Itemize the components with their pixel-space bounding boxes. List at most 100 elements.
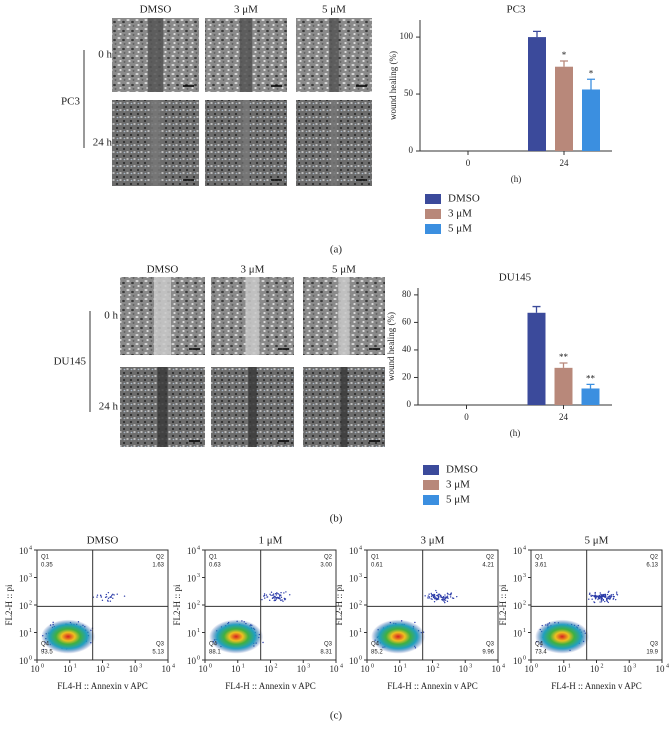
event-dot (274, 599, 277, 602)
event-dot (449, 596, 452, 598)
plot-title: 3 μM (421, 535, 445, 547)
event-dot (104, 596, 107, 599)
wound-gap (340, 367, 348, 447)
event-dot (594, 591, 596, 594)
x-tick-base: 10 (264, 664, 274, 674)
panel-caption: (b) (330, 513, 343, 525)
event-dot (447, 597, 449, 599)
x-tick-base: 10 (426, 664, 436, 674)
x-tick-exponent: 2 (275, 663, 278, 669)
event-dot (608, 596, 611, 598)
panel-caption: (c) (330, 710, 343, 722)
quadrant-name: Q3 (324, 642, 333, 648)
event-dot (594, 594, 597, 597)
y-tick-exponent: 0 (359, 655, 362, 661)
panel-caption: (a) (330, 244, 343, 256)
row-label: 0 h (104, 310, 118, 322)
significance: ** (559, 352, 569, 362)
wound-gap (239, 18, 253, 92)
event-dot (606, 599, 608, 602)
legend-label: 5 μM (446, 494, 470, 506)
y-tick-exponent: 4 (523, 545, 526, 551)
event-dot (284, 599, 286, 601)
event-dot (414, 621, 416, 624)
event-dot (110, 595, 112, 598)
x-tick-exponent: 3 (469, 663, 472, 669)
x-tick-base: 10 (557, 664, 567, 674)
event-dot (613, 595, 615, 598)
event-dot (265, 594, 268, 596)
x-tick-base: 10 (590, 664, 600, 674)
quadrant-value: 1.63 (152, 563, 164, 569)
event-dot (262, 641, 264, 644)
quadrant-name: Q2 (324, 555, 333, 561)
event-dot (452, 597, 455, 600)
density-core (41, 619, 96, 654)
y-tick-label: 50 (404, 88, 414, 98)
legend-swatch (423, 465, 439, 475)
event-dot (434, 596, 436, 599)
event-dot (598, 597, 601, 600)
event-dot (279, 598, 281, 600)
event-dot (276, 596, 279, 599)
bar (581, 388, 600, 405)
event-dot (437, 595, 439, 597)
bar (554, 367, 573, 405)
chart-title: DU145 (499, 272, 532, 284)
event-dot (602, 594, 605, 596)
quadrant-value: 9.96 (482, 650, 494, 656)
event-dot (604, 600, 606, 603)
event-dot (112, 597, 114, 600)
y-tick-exponent: 3 (197, 573, 200, 579)
event-dot (427, 595, 429, 597)
x-tick-exponent: 0 (371, 663, 374, 669)
event-dot (111, 594, 113, 597)
legend-label: 3 μM (448, 208, 472, 220)
density-core (371, 619, 426, 654)
bar (555, 66, 573, 151)
quadrant-name: Q1 (41, 555, 50, 561)
x-tick-base: 10 (623, 664, 633, 674)
event-dot (597, 595, 599, 597)
quadrant-value: 6.13 (646, 563, 658, 569)
legend-swatch (423, 495, 439, 505)
event-dot (99, 594, 102, 597)
event-dot (607, 601, 610, 604)
event-dot (270, 594, 272, 597)
event-dot (107, 591, 110, 594)
event-dot (593, 595, 595, 597)
x-tick-base: 10 (525, 664, 535, 674)
event-dot (112, 593, 114, 596)
event-dot (276, 592, 278, 594)
event-dot (615, 591, 618, 593)
event-dot (272, 593, 275, 595)
event-dot (107, 597, 110, 600)
x-tick-base: 10 (129, 664, 139, 674)
quadrant-name: Q1 (371, 555, 380, 561)
x-tick-label: 24 (560, 158, 570, 168)
event-dot (431, 595, 433, 598)
y-tick-label: 100 (400, 31, 414, 41)
x-axis-label: FL4-H :: Annexin v APC (387, 681, 478, 691)
x-tick-label: 24 (559, 412, 569, 422)
event-dot (277, 593, 280, 595)
event-dot (593, 601, 595, 603)
x-axis-label: (h) (510, 428, 521, 438)
event-dot (600, 601, 603, 603)
event-dot (266, 596, 269, 598)
event-dot (609, 597, 611, 600)
column-label: 5 μM (322, 4, 346, 16)
y-tick-base: 10 (19, 574, 29, 584)
wound-gap (242, 100, 250, 186)
quadrant-value: 88.1 (209, 650, 221, 656)
quadrant-value: 19.9 (646, 650, 658, 656)
event-dot (600, 596, 602, 599)
event-dot (283, 592, 285, 594)
wound-gap (147, 18, 164, 92)
y-tick-base: 10 (187, 546, 197, 556)
event-dot (280, 596, 283, 598)
quadrant-value: 93.5 (41, 650, 53, 656)
error-bar (533, 30, 541, 38)
y-tick-exponent: 1 (523, 628, 526, 634)
y-axis-label: FL2-H :: pi (4, 584, 14, 626)
